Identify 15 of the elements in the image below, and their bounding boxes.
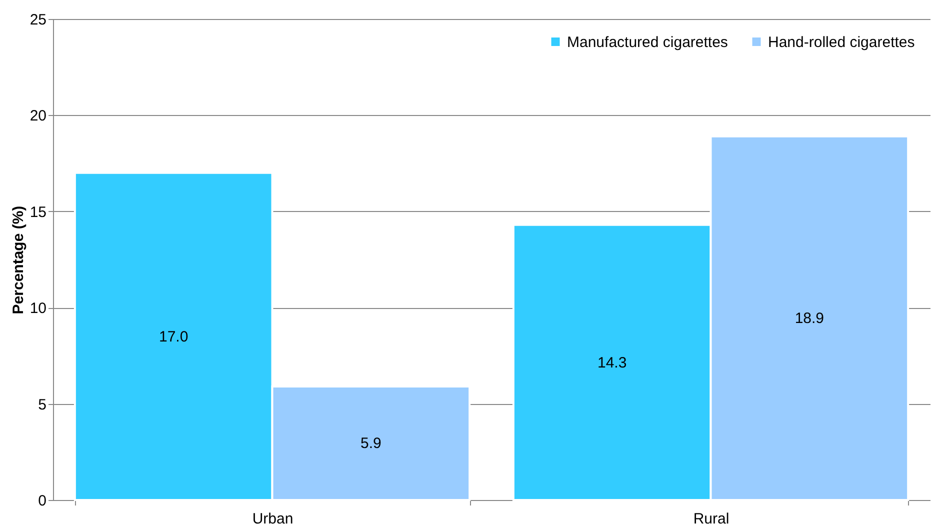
y-axis-title: Percentage (%) xyxy=(10,206,27,314)
y-tick-label: 5 xyxy=(38,396,46,414)
y-tick-label: 15 xyxy=(30,204,46,221)
data-label: 5.9 xyxy=(360,435,382,452)
legend-label: Hand-rolled cigarettes xyxy=(768,34,915,51)
y-tick-label: 10 xyxy=(30,300,46,318)
legend-label: Manufactured cigarettes xyxy=(567,34,728,51)
data-label: 14.3 xyxy=(597,354,627,372)
x-tick-label: Rural xyxy=(693,510,730,528)
y-tick-label: 20 xyxy=(30,108,46,125)
data-label: 17.0 xyxy=(158,328,188,346)
data-label: 18.9 xyxy=(794,310,824,328)
y-tick-label: 25 xyxy=(30,12,46,28)
y-tick-label: 0 xyxy=(38,492,46,510)
x-tick-label: Urban xyxy=(252,510,294,528)
